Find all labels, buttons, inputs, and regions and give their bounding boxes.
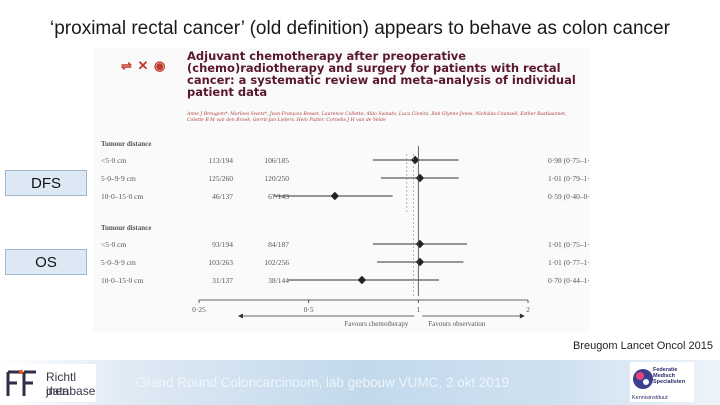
forest-plot: Tumour distance <5·0 cm 113/194 106/185 0·98…	[101, 140, 590, 328]
hr-marker	[415, 257, 425, 267]
dfs-label: DFS	[5, 170, 87, 196]
richtlijnen-database-logo: Richtl jnen database	[4, 364, 96, 402]
hr-marker	[415, 173, 425, 183]
favour-left-label: Favours chemotherapy	[344, 320, 408, 328]
row-label: 5·0–9·9 cm	[101, 258, 136, 267]
x-tick-label: 1	[416, 305, 420, 314]
hr-marker	[357, 275, 367, 285]
events-observation: 84/187	[268, 240, 289, 249]
events-observation: 120/250	[264, 174, 289, 183]
slide-title: ‘proximal rectal cancer’ (old definition…	[50, 18, 670, 39]
x-tick-label: 0·25	[192, 305, 206, 314]
left-logo-line1: Richtl jnen	[46, 370, 77, 398]
footer-caption: Grand Round Coloncarcinoom, lab gebouw V…	[136, 375, 509, 390]
group-heading: Tumour distance	[101, 224, 151, 232]
group-heading: Tumour distance	[101, 140, 151, 148]
favour-right-arrowhead	[519, 313, 525, 319]
events-chemo: 46/137	[212, 192, 233, 201]
citation: Breugom Lancet Oncol 2015	[572, 340, 713, 352]
row-label: <5·0 cm	[101, 156, 126, 165]
hr-marker	[415, 239, 425, 249]
x-tick-label: 0·5	[304, 305, 314, 314]
favour-right-label: Favours observation	[428, 320, 485, 328]
hr-ci-text: 0·70 (0·44–1·14)	[548, 276, 590, 285]
paper-header: ⇌ ✕ ◉ Adjuvant chemotherapy after preope…	[93, 48, 590, 134]
footer-bar: Richtl jnen database Grand Round Colonca…	[0, 360, 720, 405]
hr-marker	[330, 191, 340, 201]
fms-logo: Federatie Medisch Specialisten Kennisins…	[630, 362, 694, 402]
row-label: 10·0–15·0 cm	[101, 276, 143, 285]
hr-ci-text: 1·01 (0·79–1·29)	[548, 174, 590, 183]
hr-ci-text: 0·59 (0·40–0·85)	[548, 192, 590, 201]
os-label: OS	[5, 249, 87, 275]
events-chemo: 103/263	[208, 258, 233, 267]
events-chemo: 31/137	[212, 276, 233, 285]
row-label: 5·0–9·9 cm	[101, 174, 136, 183]
events-observation: 102/256	[264, 258, 289, 267]
richtlijnen-logo-icon	[4, 366, 42, 402]
events-observation: 38/144	[268, 276, 289, 285]
fms-logo-text: Federatie Medisch Specialisten	[653, 367, 686, 385]
paper-figure: ⇌ ✕ ◉ Adjuvant chemotherapy after preope…	[93, 48, 590, 332]
row-label: 10·0–15·0 cm	[101, 192, 143, 201]
hr-ci-text: 1·01 (0·77–1·33)	[548, 258, 590, 267]
fms-logo-icon	[633, 369, 653, 389]
left-logo-line2: database	[46, 384, 96, 398]
fms-logo-bottom: Kennisinstituut	[632, 395, 668, 401]
events-observation: 106/185	[264, 156, 289, 165]
hr-ci-text: 1·01 (0·75–1·36)	[548, 240, 590, 249]
paper-title: Adjuvant chemotherapy after preoperative…	[187, 49, 576, 99]
journal-logo-icon: ⇌ ✕ ◉	[121, 58, 167, 73]
hr-ci-text: 0·98 (0·75–1·29)	[548, 156, 590, 165]
row-label: <5·0 cm	[101, 240, 126, 249]
events-chemo: 93/194	[212, 240, 233, 249]
events-chemo: 125/260	[208, 174, 233, 183]
favour-left-arrowhead	[237, 313, 243, 319]
events-chemo: 113/194	[209, 156, 234, 165]
paper-authors: Anne J Breugom*, Marloes Swets*, Jean-Fr…	[187, 112, 567, 123]
x-tick-label: 2	[526, 305, 530, 314]
